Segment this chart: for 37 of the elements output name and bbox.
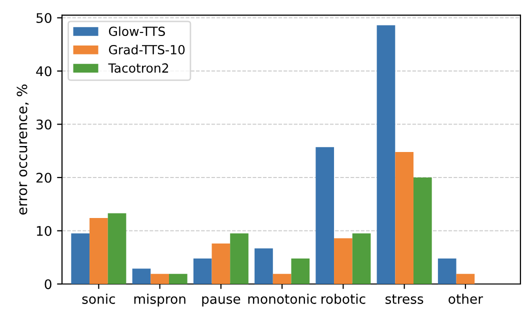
bar [272,274,292,284]
bar [71,233,90,284]
x-tick-label: pause [202,296,240,306]
bar [334,238,352,284]
bar [150,274,169,284]
bar [193,258,212,284]
y-tick-label: 0 [44,279,52,290]
bar [456,274,475,284]
y-tick-label: 40 [36,66,52,76]
bar [352,233,371,284]
bar [168,274,188,284]
legend-label: Glow-TTS [108,26,165,36]
x-tick-label: mispron [134,294,186,306]
x-tick-label: monotonic [248,294,316,304]
bar [316,147,334,284]
bar [212,244,230,284]
x-tick-label: other [448,294,484,304]
bar [108,213,126,284]
legend-label: Tacotron2 [108,63,168,73]
y-tick-label: 20 [36,172,52,183]
bar [376,25,396,284]
bar [90,218,108,284]
bar [413,178,432,284]
bar [438,258,456,284]
x-tick-label: stress [386,294,424,304]
bar [291,258,310,284]
legend-label: Grad-TTS-10 [108,44,185,54]
y-tick-label: 30 [36,120,52,130]
y-tick-label: 10 [36,226,52,236]
bar [230,233,248,284]
y-axis-title: error occurence, % [16,84,29,215]
bar [395,152,414,284]
x-tick-label: robotic [322,294,366,304]
x-tick-label: sonic [82,294,115,304]
bar [254,248,273,284]
bar [132,268,151,284]
y-tick-label: 50 [36,13,52,23]
